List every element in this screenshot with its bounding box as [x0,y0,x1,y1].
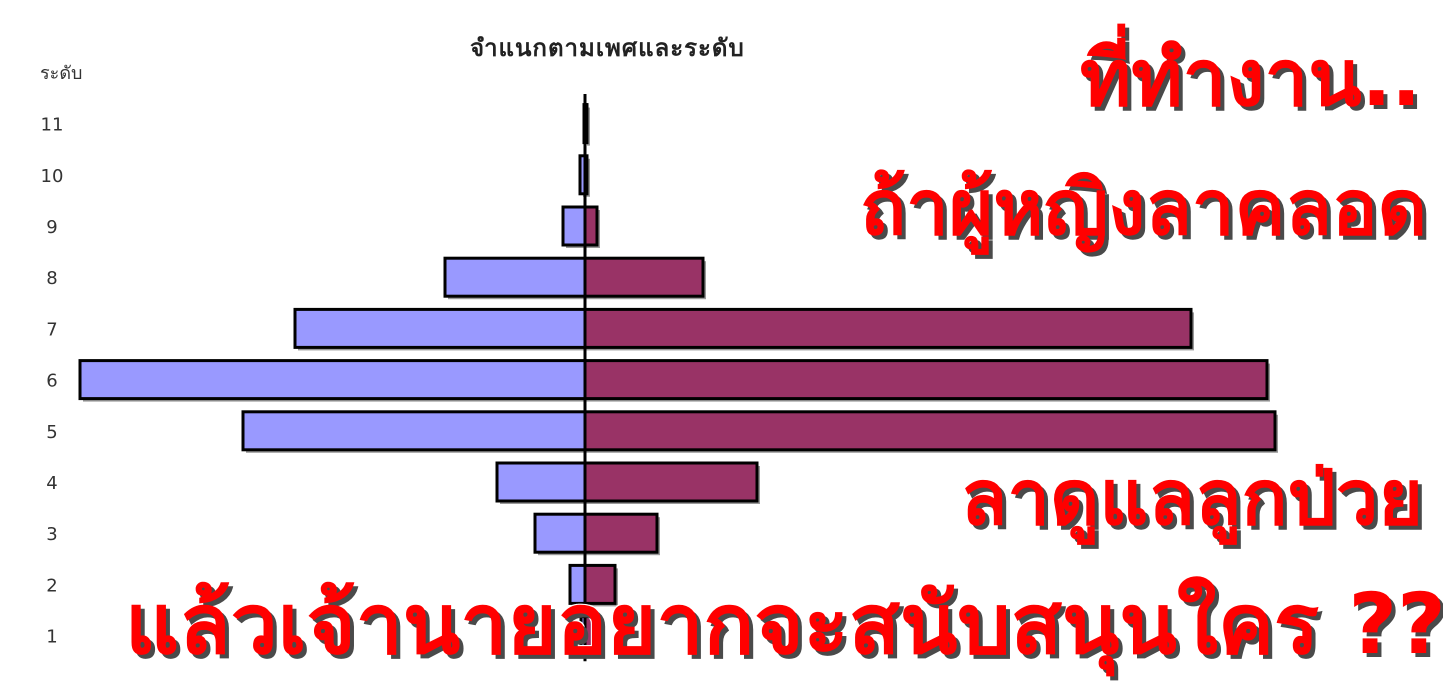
bar-left-series [78,359,587,401]
bar-shadow [588,107,590,146]
y-tick-label: 6 [46,371,57,392]
y-axis-label: ระดับ [40,63,83,84]
bar-left-series [533,512,587,554]
y-tick-label: 2 [46,575,57,596]
bar-right-series [583,461,759,503]
y-tick-label: 10 [41,166,64,187]
y-tick-label: 8 [46,268,57,289]
bar-left-series [241,410,587,452]
bar-left-series [495,461,587,503]
y-tick-label: 3 [46,524,57,545]
y-tick-label: 1 [46,627,57,648]
bar-right-series [583,307,1193,349]
chart-title: จำแนกตามเพศและระดับ [470,34,745,62]
bar-right-series [583,205,599,247]
bar-right-series [583,512,659,554]
bar-right-series [583,359,1269,401]
bar-left-series [443,256,587,298]
y-tick-label: 9 [46,217,57,238]
y-tick-label: 7 [46,319,57,340]
overlay-text-boss-question: แล้วเจ้านายอยากจะสนับสนุนใคร ??? [125,575,1443,673]
y-tick-label: 5 [46,422,57,443]
bar-right-series [583,563,617,605]
y-tick-label: 11 [41,115,64,136]
bar-right-series [583,410,1277,452]
overlay-text-workplace: ที่ทำงาน.. [1079,34,1421,124]
y-tick-label: 4 [46,473,57,494]
overlay-text-child-sick-leave: ลาดูแลลูกป่วย [960,453,1423,542]
overlay-text-maternity-leave: ถ้าผู้หญิงลาคลอด [860,163,1427,252]
bar-shadow [588,158,590,197]
bar-left-series [561,205,587,247]
bar-left-series [293,307,587,349]
bar-right-series [583,256,705,298]
